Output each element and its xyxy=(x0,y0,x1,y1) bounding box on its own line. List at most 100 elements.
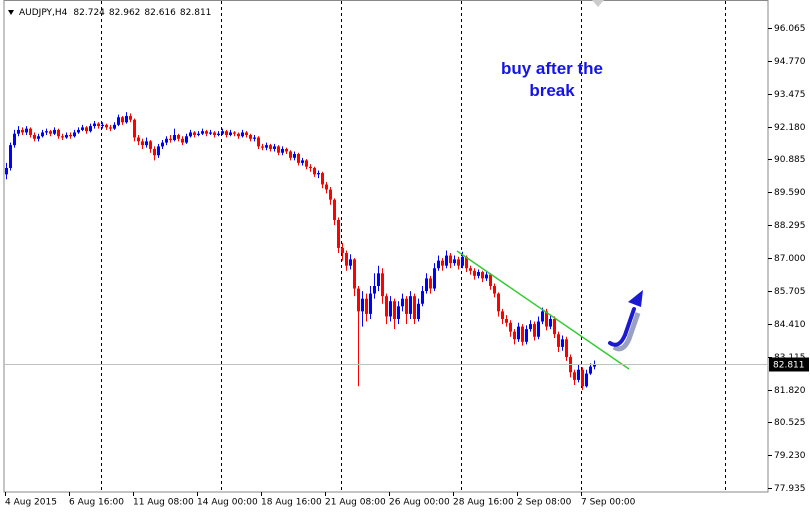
current-price-box xyxy=(769,357,809,372)
candle-body xyxy=(189,132,192,137)
candle-body xyxy=(421,291,424,304)
candle-body xyxy=(353,259,356,289)
candle-body xyxy=(393,301,396,319)
candle-body xyxy=(277,146,280,153)
candle-body xyxy=(321,173,324,185)
candle-body xyxy=(465,256,468,269)
candle-body xyxy=(557,334,560,347)
candle-body xyxy=(5,167,8,175)
x-tick-label: 14 Aug 00:00 xyxy=(197,498,258,508)
candle-body xyxy=(177,134,180,139)
candle-body xyxy=(217,133,220,135)
candle-body xyxy=(257,137,260,147)
candle-body xyxy=(281,148,284,153)
candle-body xyxy=(425,278,428,292)
candle-body xyxy=(337,220,340,248)
candle-body xyxy=(325,184,328,190)
arrow-shadow xyxy=(612,312,641,352)
candle-body xyxy=(77,129,80,133)
x-tick-label: 7 Sep 00:00 xyxy=(581,498,636,508)
candle-body xyxy=(137,137,140,142)
candle-body xyxy=(345,252,348,266)
candle-body xyxy=(501,311,504,319)
candle-body xyxy=(329,189,332,200)
candle-body xyxy=(37,136,40,139)
candle-body xyxy=(61,136,64,138)
candle-body xyxy=(541,311,544,322)
x-tick-label: 4 Aug 2015 xyxy=(5,498,57,508)
candle-body xyxy=(193,132,196,135)
candle-body xyxy=(525,329,528,342)
candle-body xyxy=(505,318,508,323)
candle-body xyxy=(181,138,184,143)
candle-body xyxy=(365,298,368,314)
menu-triangle xyxy=(8,10,14,15)
candle-body xyxy=(581,369,584,387)
header-high: 82.962 xyxy=(109,8,141,18)
candle-body xyxy=(269,145,272,149)
candle-body xyxy=(13,133,16,146)
x-tick-label: 2 Sep 08:00 xyxy=(517,498,572,508)
candle-body xyxy=(205,131,208,134)
candle-body xyxy=(273,146,276,149)
candle-body xyxy=(93,123,96,127)
candle-body xyxy=(453,259,456,264)
candle-body xyxy=(105,124,108,128)
y-tick-label: 81.820 xyxy=(774,386,806,396)
candle-body xyxy=(53,129,56,134)
candle-body xyxy=(289,151,292,158)
current-price-label: 82.811 xyxy=(773,361,805,371)
y-tick-label: 94.770 xyxy=(774,57,806,67)
candle-body xyxy=(481,272,484,279)
y-tick-label: 88.295 xyxy=(774,221,806,231)
candle-body xyxy=(405,298,408,314)
candle-body xyxy=(209,132,212,134)
candle-body xyxy=(121,117,124,123)
y-tick-label: 92.180 xyxy=(774,123,806,133)
candle-body xyxy=(197,133,200,135)
candle-body xyxy=(229,132,232,135)
candle-body xyxy=(213,132,216,135)
candle-body xyxy=(305,160,308,167)
arrow-shaft xyxy=(608,307,636,347)
candle-body xyxy=(173,134,176,141)
candle-body xyxy=(73,132,76,137)
y-tick-label: 87.000 xyxy=(774,254,806,264)
candle-body xyxy=(497,293,500,312)
candle-body xyxy=(449,255,452,264)
candle-body xyxy=(245,132,248,135)
candle-body xyxy=(357,288,360,312)
candle-body xyxy=(253,137,256,139)
candle-body xyxy=(553,318,556,335)
candle-body xyxy=(81,127,84,130)
candle-body xyxy=(17,129,20,134)
candle-body xyxy=(301,160,304,163)
candle-body xyxy=(561,339,564,347)
candle-body xyxy=(409,296,412,314)
candle-body xyxy=(169,138,172,141)
candle-body xyxy=(533,324,536,337)
candle-body xyxy=(157,146,160,156)
candle-body xyxy=(441,260,444,266)
x-tick-label: 18 Aug 16:00 xyxy=(261,498,322,508)
candle-body xyxy=(485,274,488,279)
candle-body xyxy=(221,131,224,134)
candle-body xyxy=(101,124,104,127)
y-tick-label: 79.230 xyxy=(774,451,806,461)
candle-body xyxy=(97,123,100,127)
x-tick-label: 21 Aug 08:00 xyxy=(325,498,386,508)
candle-body xyxy=(369,293,372,314)
y-tick-label: 90.885 xyxy=(774,155,806,165)
candle-body xyxy=(85,127,88,132)
candle-body xyxy=(545,311,548,327)
candle-body xyxy=(509,322,512,332)
candle-body xyxy=(381,273,384,297)
candle-body xyxy=(133,119,136,138)
candle-body xyxy=(517,326,520,340)
candle-body xyxy=(29,128,32,135)
y-tick-label: 85.705 xyxy=(774,287,806,297)
chart-header: AUDJPY,H4 82.724 82.962 82.616 82.811 xyxy=(19,8,211,18)
candle-body xyxy=(317,173,320,175)
candle-body xyxy=(573,372,576,380)
